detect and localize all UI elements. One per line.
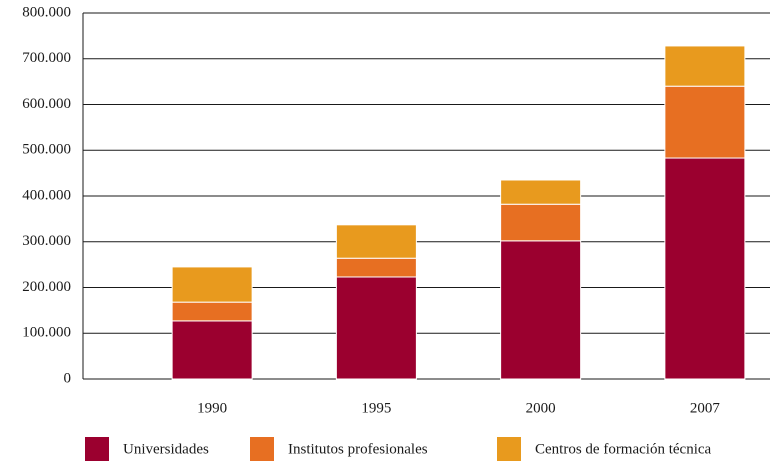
legend-label: Centros de formación técnica <box>535 441 712 457</box>
bar-segment <box>664 45 746 87</box>
legend-label: Universidades <box>123 441 209 457</box>
bar-segment <box>171 320 253 380</box>
y-tick-label: 300.000 <box>22 233 71 249</box>
x-tick-label: 1990 <box>197 400 227 416</box>
bar-segment <box>171 266 253 303</box>
y-tick-label: 400.000 <box>22 187 71 203</box>
legend-swatch <box>250 437 274 461</box>
legend-swatch <box>497 437 521 461</box>
bar-segment <box>500 179 582 205</box>
x-tick-label: 2007 <box>690 400 721 416</box>
bar-segment <box>500 240 582 380</box>
y-tick-label: 800.000 <box>22 4 71 20</box>
bar-segment <box>500 203 582 242</box>
bar-segment <box>171 301 253 322</box>
y-tick-label: 100.000 <box>22 325 71 341</box>
y-tick-label: 0 <box>64 370 72 386</box>
legend-label: Institutos profesionales <box>288 441 428 457</box>
bar-segment <box>335 224 417 259</box>
bar-segment <box>664 157 746 380</box>
y-tick-label: 700.000 <box>22 50 71 66</box>
bar-segment <box>664 85 746 159</box>
x-tick-label: 1995 <box>361 400 391 416</box>
legend-swatch <box>85 437 109 461</box>
bar-segment <box>335 276 417 380</box>
y-tick-label: 500.000 <box>22 142 71 158</box>
y-tick-label: 600.000 <box>22 96 71 112</box>
x-tick-label: 2000 <box>526 400 556 416</box>
y-tick-label: 200.000 <box>22 279 71 295</box>
bar-segment <box>335 257 417 278</box>
